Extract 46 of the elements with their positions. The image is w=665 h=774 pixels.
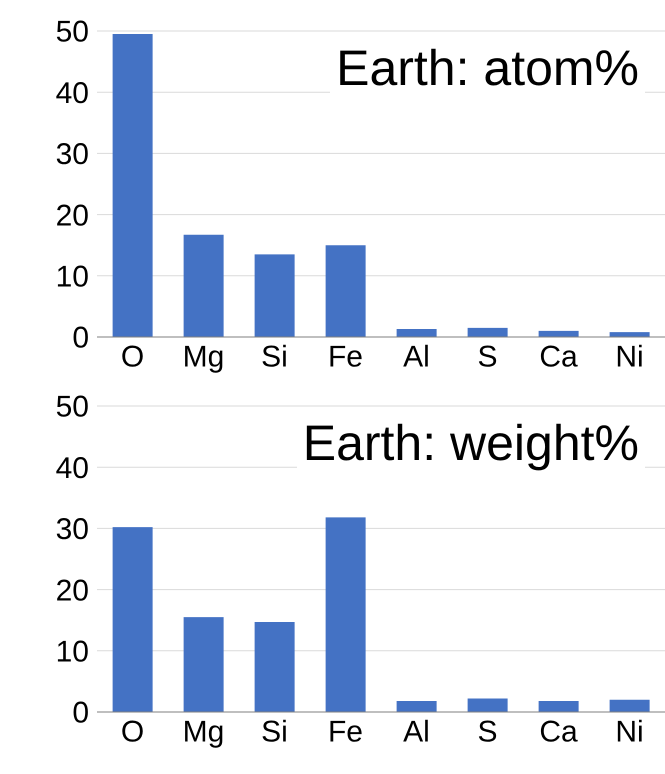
y-tick-label: 20: [56, 199, 89, 232]
x-tick-label: S: [477, 340, 498, 374]
bar: [326, 517, 366, 712]
y-tick-label: 40: [56, 452, 89, 485]
bar: [112, 527, 153, 712]
x-tick-label: Al: [403, 715, 430, 748]
y-tick-label: 20: [56, 574, 89, 608]
bar: [254, 622, 295, 712]
x-tick-label: Mg: [182, 340, 224, 374]
bar: [610, 700, 650, 712]
x-tick-label: Ca: [539, 715, 578, 748]
bar: [468, 698, 508, 712]
x-tick-label: Fe: [328, 715, 364, 748]
bar: [326, 245, 366, 337]
bar: [396, 329, 437, 337]
y-tick-label: 30: [56, 513, 89, 546]
x-tick-label: Fe: [328, 340, 364, 374]
y-tick-label: 50: [56, 390, 89, 424]
y-tick-label: 0: [72, 322, 89, 355]
bar: [610, 332, 650, 337]
x-tick-label: S: [477, 715, 498, 748]
bar: [184, 234, 224, 337]
x-tick-label: Ni: [615, 340, 644, 374]
x-tick-label: Ni: [615, 715, 644, 748]
bar: [184, 617, 224, 712]
y-tick-label: 50: [56, 16, 89, 49]
x-tick-label: O: [120, 340, 144, 374]
bar: [538, 330, 579, 337]
chart-title: Earth: weight%: [296, 411, 645, 475]
bar: [538, 700, 579, 712]
bar: [254, 254, 295, 337]
bar: [468, 328, 508, 337]
x-tick-label: Al: [403, 340, 430, 374]
y-tick-label: 10: [56, 260, 89, 294]
chart-title: Earth: atom%: [330, 36, 645, 100]
x-tick-label: O: [120, 715, 144, 748]
x-tick-label: Si: [261, 340, 288, 374]
x-tick-label: Si: [261, 715, 288, 748]
bar: [396, 700, 437, 712]
y-tick-label: 0: [72, 696, 89, 730]
y-tick-label: 40: [56, 76, 89, 110]
bar: [112, 34, 153, 337]
y-tick-label: 30: [56, 138, 89, 172]
y-tick-label: 10: [56, 635, 89, 668]
x-tick-label: Ca: [539, 340, 578, 374]
x-tick-label: Mg: [182, 715, 224, 748]
